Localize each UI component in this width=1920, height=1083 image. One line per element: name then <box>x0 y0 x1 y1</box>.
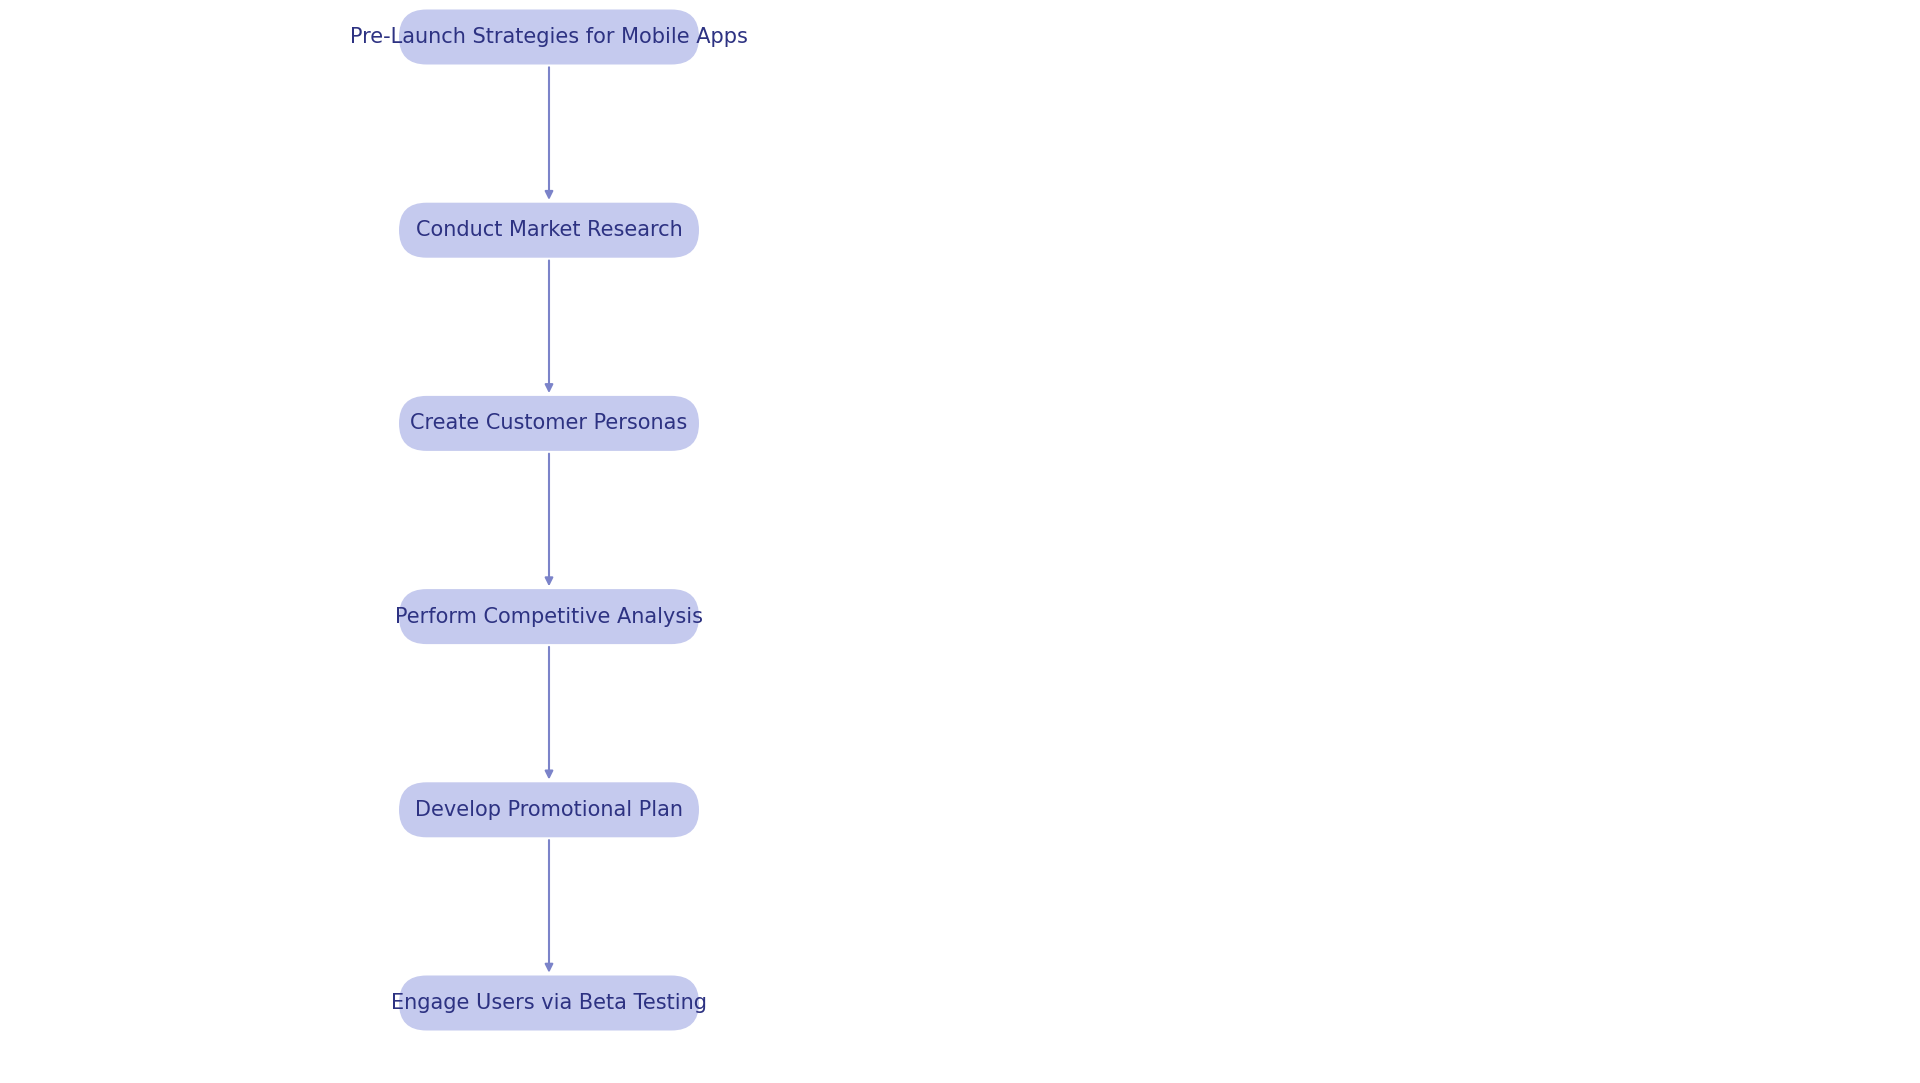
Text: Create Customer Personas: Create Customer Personas <box>411 414 687 433</box>
Text: Conduct Market Research: Conduct Market Research <box>415 220 682 240</box>
FancyBboxPatch shape <box>399 589 699 644</box>
FancyBboxPatch shape <box>399 976 699 1031</box>
FancyBboxPatch shape <box>399 203 699 258</box>
FancyBboxPatch shape <box>399 396 699 451</box>
Text: Pre-Launch Strategies for Mobile Apps: Pre-Launch Strategies for Mobile Apps <box>349 27 749 47</box>
Text: Develop Promotional Plan: Develop Promotional Plan <box>415 800 684 820</box>
Text: Perform Competitive Analysis: Perform Competitive Analysis <box>396 606 703 627</box>
FancyBboxPatch shape <box>399 782 699 837</box>
Text: Engage Users via Beta Testing: Engage Users via Beta Testing <box>392 993 707 1013</box>
FancyBboxPatch shape <box>399 10 699 65</box>
